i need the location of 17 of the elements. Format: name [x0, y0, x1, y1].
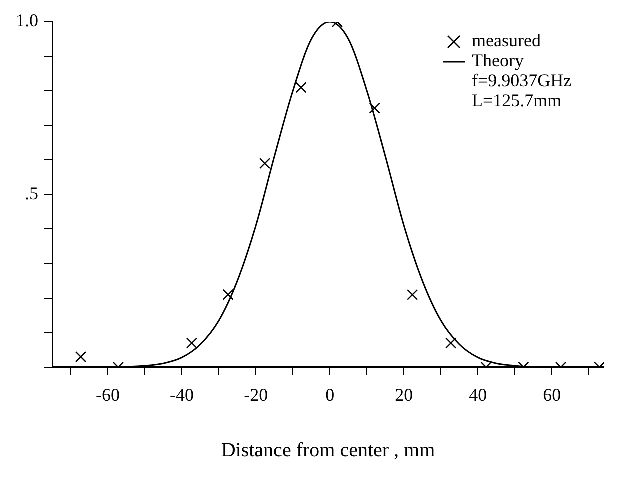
point	[296, 82, 307, 94]
x-tick-label: -20	[244, 384, 268, 405]
x-tick-label: 20	[395, 384, 414, 405]
x-tick-label: 0	[326, 384, 335, 405]
legend-label: measured	[472, 30, 541, 51]
y-tick-label: 1.0	[16, 10, 38, 31]
point	[369, 102, 380, 114]
y-tick-label: .5	[25, 183, 38, 204]
annotation: L=125.7mm	[472, 90, 562, 111]
point	[259, 158, 271, 170]
legend-label: Theory	[472, 50, 524, 71]
annotation: f=9.9037GHz	[472, 70, 572, 91]
x-tick-label: 40	[469, 384, 488, 405]
x-tick-label: 60	[543, 384, 562, 405]
x-axis-title: Distance from center , mm	[221, 439, 436, 462]
x-tick-label: -60	[96, 384, 120, 405]
x-tick-label: -40	[170, 384, 194, 405]
